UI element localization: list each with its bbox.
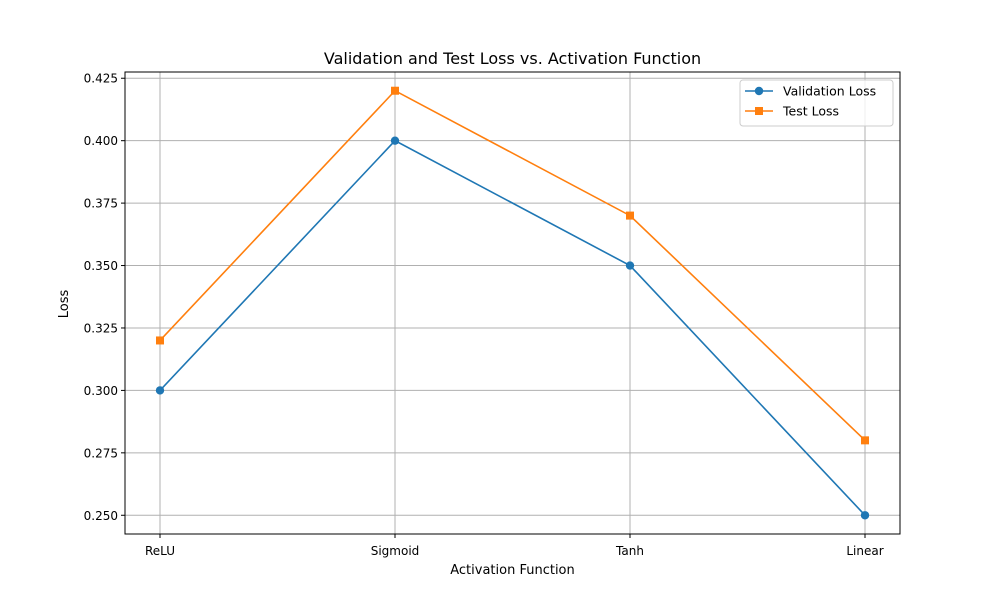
y-axis-label: Loss [57, 290, 72, 319]
chart-title: Validation and Test Loss vs. Activation … [324, 49, 701, 68]
x-tick-label: Tanh [615, 544, 644, 558]
x-tick-label: Linear [846, 544, 883, 558]
legend: Validation Loss Test Loss [739, 79, 894, 127]
legend-box [739, 79, 894, 127]
y-tick-label: 0.425 [84, 72, 118, 86]
axis-ticks: ReLU Sigmoid Tanh Linear 0.250 0.275 0.300 0.32… [84, 72, 884, 558]
legend-marker-validation-loss [754, 86, 764, 96]
y-tick-label: 0.400 [84, 134, 118, 148]
data-point-test-loss [391, 86, 399, 95]
series-line-validation-loss [159, 139, 866, 516]
data-point-validation-loss [625, 261, 635, 270]
legend-marker-test-loss [755, 107, 763, 115]
legend-label-validation-loss: Validation Loss [783, 84, 876, 99]
data-point-validation-loss [390, 136, 400, 145]
x-axis-label: Activation Function [450, 563, 575, 578]
x-tick-label: Sigmoid [371, 544, 420, 558]
y-tick-label: 0.275 [84, 446, 118, 460]
data-point-test-loss [626, 211, 634, 220]
series-line-test-loss [159, 89, 866, 441]
y-tick-label: 0.250 [84, 509, 118, 523]
y-tick-label: 0.325 [84, 321, 118, 335]
x-tick-label: ReLU [145, 544, 175, 558]
data-point-validation-loss [155, 386, 165, 395]
data-point-test-loss [156, 336, 164, 345]
series-layer [155, 86, 870, 520]
legend-label-test-loss: Test Loss [782, 104, 839, 119]
grid-lines [125, 72, 900, 534]
data-point-validation-loss [860, 511, 870, 520]
data-point-test-loss [861, 436, 869, 445]
y-tick-label: 0.350 [84, 259, 118, 273]
plot-area-frame [124, 71, 901, 535]
y-tick-label: 0.375 [84, 197, 118, 211]
y-tick-label: 0.300 [84, 384, 118, 398]
